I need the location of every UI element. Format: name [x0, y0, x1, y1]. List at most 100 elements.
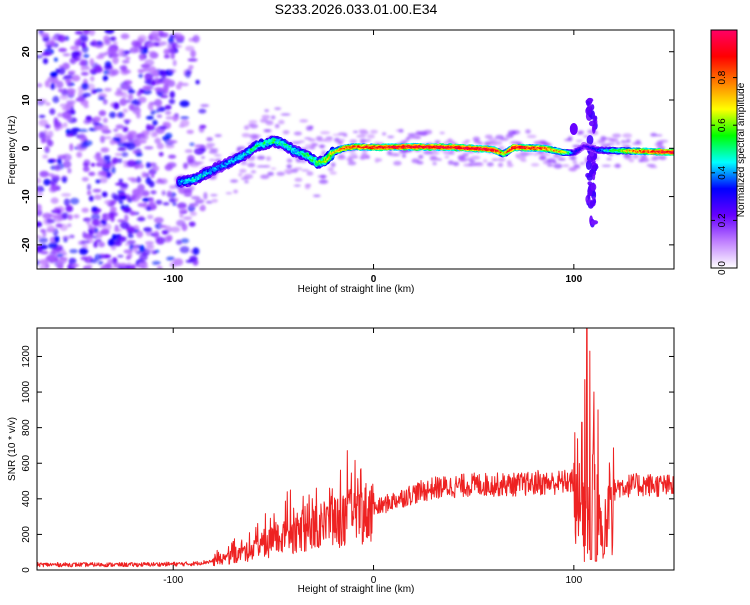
noise-blob: [65, 205, 73, 213]
noise-blob: [38, 119, 49, 127]
noise-blob: [104, 39, 111, 46]
haze-blob: [184, 192, 192, 196]
noise-blob: [42, 58, 49, 65]
noise-blob: [117, 158, 123, 164]
noise-blob: [118, 111, 124, 118]
burst-blob: [589, 200, 595, 207]
haze-blob: [356, 134, 367, 138]
noise-blob: [176, 219, 186, 227]
noise-blob: [98, 177, 108, 184]
noise-blob: [179, 100, 190, 108]
noise-blob: [114, 228, 122, 232]
track-blob: [310, 157, 313, 160]
noise-blob: [98, 157, 104, 165]
noise-blob: [37, 259, 40, 266]
noise-blob: [82, 162, 89, 168]
noise-blob: [130, 194, 137, 201]
noise-blob: [146, 124, 156, 131]
noise-blob: [100, 265, 108, 269]
haze-blob: [640, 154, 648, 159]
noise-blob: [37, 177, 42, 184]
noise-blob: [145, 115, 154, 120]
noise-blob: [117, 254, 124, 258]
spectrogram-ytick-label: 10: [21, 94, 32, 106]
haze-blob: [308, 138, 316, 142]
track-blob: [197, 176, 200, 179]
haze-blob: [299, 119, 309, 123]
noise-blob: [125, 255, 131, 260]
haze-blob: [260, 174, 270, 180]
haze-blob: [230, 179, 239, 183]
noise-blob: [152, 132, 158, 138]
noise-blob: [122, 108, 128, 114]
track-blob: [237, 157, 240, 160]
haze-blob: [612, 133, 622, 138]
noise-blob: [136, 176, 142, 184]
noise-blob: [157, 93, 163, 97]
noise-blob: [152, 119, 158, 126]
noise-blob: [78, 133, 87, 141]
noise-blob: [137, 202, 147, 208]
noise-blob: [53, 57, 58, 62]
noise-blob: [69, 249, 78, 254]
noise-blob: [136, 112, 141, 119]
noise-blob: [127, 93, 134, 101]
haze-blob: [411, 158, 420, 164]
colorbar-tick-label: 0.8: [717, 70, 728, 84]
track-blob: [204, 174, 207, 177]
noise-blob: [133, 49, 144, 53]
burst-blob: [588, 120, 596, 127]
haze-blob: [407, 133, 418, 136]
colorbar-tick-label: 0.2: [717, 213, 728, 227]
noise-blob: [136, 217, 146, 221]
noise-blob: [57, 154, 67, 159]
noise-blob: [89, 58, 95, 66]
haze-blob: [301, 169, 310, 172]
noise-blob: [114, 91, 124, 97]
haze-blob: [347, 161, 357, 166]
haze-blob: [266, 156, 271, 162]
haze-blob: [323, 137, 333, 143]
haze-blob: [304, 183, 312, 187]
haze-blob: [539, 140, 547, 144]
noise-blob: [96, 40, 103, 46]
haze-blob: [298, 140, 305, 143]
noise-blob: [70, 197, 80, 205]
noise-blob: [37, 83, 43, 88]
noise-blob: [102, 75, 109, 81]
signal-track: [176, 135, 674, 188]
spectrogram-xtick-label: -100: [163, 274, 183, 285]
noise-blob: [112, 56, 119, 65]
noise-blob: [155, 179, 165, 184]
haze-blob: [458, 158, 467, 162]
noise-blob: [164, 132, 173, 139]
haze-blob: [330, 162, 336, 168]
spectrogram-ytick-label: -10: [21, 189, 32, 204]
noise-blob: [145, 244, 155, 249]
haze-blob: [249, 133, 259, 139]
noise-blob: [173, 32, 182, 37]
noise-blob: [109, 111, 117, 119]
noise-blob: [56, 208, 62, 215]
haze-blob: [601, 164, 612, 167]
colorbar: 0.0 0.2 0.4 0.6 0.8 Normalized spectral ampl…: [710, 29, 747, 275]
noise-blob: [83, 54, 90, 58]
haze-blob: [247, 162, 256, 168]
noise-blob: [100, 228, 110, 236]
noise-blob: [139, 54, 145, 61]
noise-blob: [142, 85, 152, 91]
noise-blob: [63, 198, 70, 207]
noise-blob: [46, 44, 52, 49]
haze-blob: [493, 140, 503, 146]
track-blob: [556, 149, 559, 152]
haze-blob: [337, 141, 343, 145]
figure-title: S233.2026.033.01.00.E34: [275, 1, 438, 17]
haze-blob: [442, 151, 453, 155]
haze-blob: [608, 138, 616, 142]
noise-blob: [147, 214, 154, 220]
haze-blob: [210, 194, 218, 197]
noise-blob: [66, 100, 76, 105]
noise-blob: [81, 177, 89, 182]
noise-blob: [125, 56, 131, 61]
